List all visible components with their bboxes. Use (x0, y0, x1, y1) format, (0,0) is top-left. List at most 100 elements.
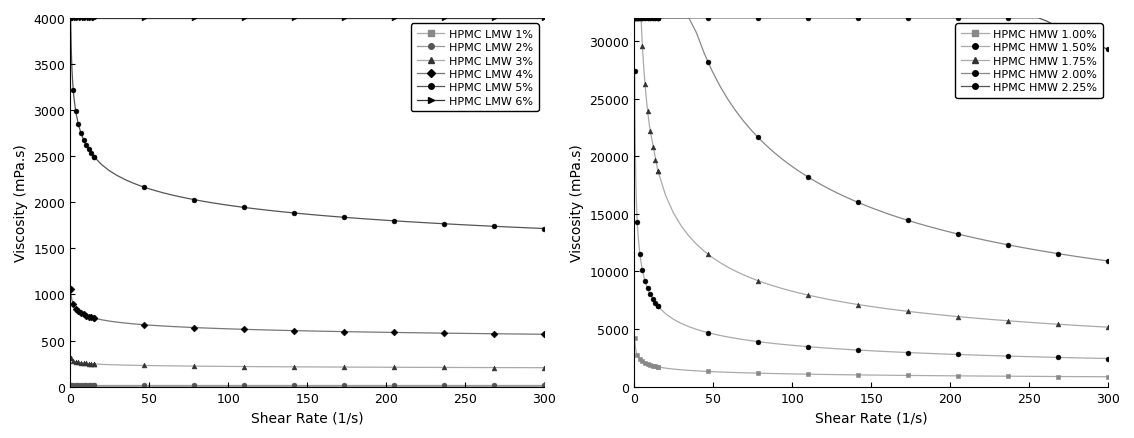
Point (849, 347, 868, 354)
Point (649, 364, 667, 371)
X-axis label: Shear Rate (1/s): Shear Rate (1/s) (815, 410, 928, 424)
Point (748, 278, 767, 285)
Point (641, 362, 659, 369)
Point (644, 15, 662, 22)
Point (65, 15, 83, 22)
Point (485, 381, 503, 389)
Point (636, 15, 654, 22)
Point (649, 303, 667, 310)
Point (335, 381, 353, 389)
Point (644, 144, 662, 151)
Point (649, 15, 667, 22)
Point (641, 15, 659, 22)
Point (435, 15, 454, 22)
Point (649, 168, 667, 175)
Point (636, 15, 654, 22)
Point (799, 174, 818, 181)
Point (641, 291, 659, 298)
Point (77, 142, 95, 149)
Point (69, 359, 87, 366)
Point (628, 15, 646, 22)
Point (1099, 355, 1117, 362)
Y-axis label: Viscosity (mPa.s): Viscosity (mPa.s) (14, 144, 28, 261)
Point (899, 308, 917, 315)
Point (1099, 374, 1117, 381)
Point (535, 381, 553, 389)
Point (435, 382, 454, 389)
Point (949, 351, 967, 358)
Point (799, 371, 818, 378)
Point (384, 382, 403, 389)
Point (638, 285, 657, 292)
Point (649, 15, 667, 22)
Point (1049, 373, 1067, 380)
Point (699, 251, 717, 258)
Point (634, 358, 652, 365)
Point (535, 382, 553, 389)
Point (185, 197, 203, 204)
Point (69, 121, 87, 128)
Point (69, 381, 87, 389)
Point (77, 312, 95, 319)
Point (67, 305, 85, 312)
Point (185, 324, 203, 331)
Point (65, 382, 83, 389)
Point (999, 15, 1017, 22)
Point (61, 15, 79, 22)
Point (285, 210, 303, 217)
Point (699, 59, 717, 66)
Point (85, 154, 103, 161)
Point (1099, 47, 1117, 54)
Point (636, 81, 654, 88)
Point (646, 15, 665, 22)
Point (85, 154, 103, 161)
Point (485, 331, 503, 338)
Point (71, 15, 90, 22)
Point (748, 370, 767, 377)
Point (999, 242, 1017, 249)
Point (641, 15, 659, 22)
Point (85, 382, 103, 389)
Point (83, 314, 101, 321)
Point (65, 87, 83, 94)
Point (628, 352, 646, 359)
Point (849, 15, 868, 22)
Point (83, 382, 101, 389)
Point (849, 301, 868, 308)
Point (999, 318, 1017, 325)
Point (384, 381, 403, 389)
Point (83, 15, 101, 22)
Point (1099, 258, 1117, 265)
Point (435, 364, 454, 371)
Point (631, 251, 649, 258)
Point (135, 382, 153, 389)
Point (631, 15, 649, 22)
Point (79, 382, 98, 389)
Point (79, 381, 98, 389)
Point (949, 313, 967, 320)
Point (646, 363, 665, 370)
Point (748, 338, 767, 345)
Point (949, 15, 967, 22)
Point (79, 360, 98, 367)
Point (71, 360, 90, 367)
Point (71, 382, 90, 389)
Point (626, 15, 644, 22)
Point (644, 362, 662, 369)
Point (646, 15, 665, 22)
Point (699, 368, 717, 375)
Point (335, 214, 353, 221)
Point (75, 381, 93, 389)
Point (631, 15, 649, 22)
Point (634, 15, 652, 22)
Point (335, 15, 353, 22)
Point (628, 15, 646, 22)
Point (748, 15, 767, 22)
Point (649, 168, 667, 175)
Point (67, 381, 85, 389)
Point (335, 364, 353, 371)
Legend: HPMC LMW 1%, HPMC LMW 2%, HPMC LMW 3%, HPMC LMW 4%, HPMC LMW 5%, HPMC LMW 6%: HPMC LMW 1%, HPMC LMW 2%, HPMC LMW 3%, H… (412, 25, 539, 112)
Point (65, 301, 83, 308)
Point (999, 373, 1017, 380)
Point (71, 130, 90, 137)
